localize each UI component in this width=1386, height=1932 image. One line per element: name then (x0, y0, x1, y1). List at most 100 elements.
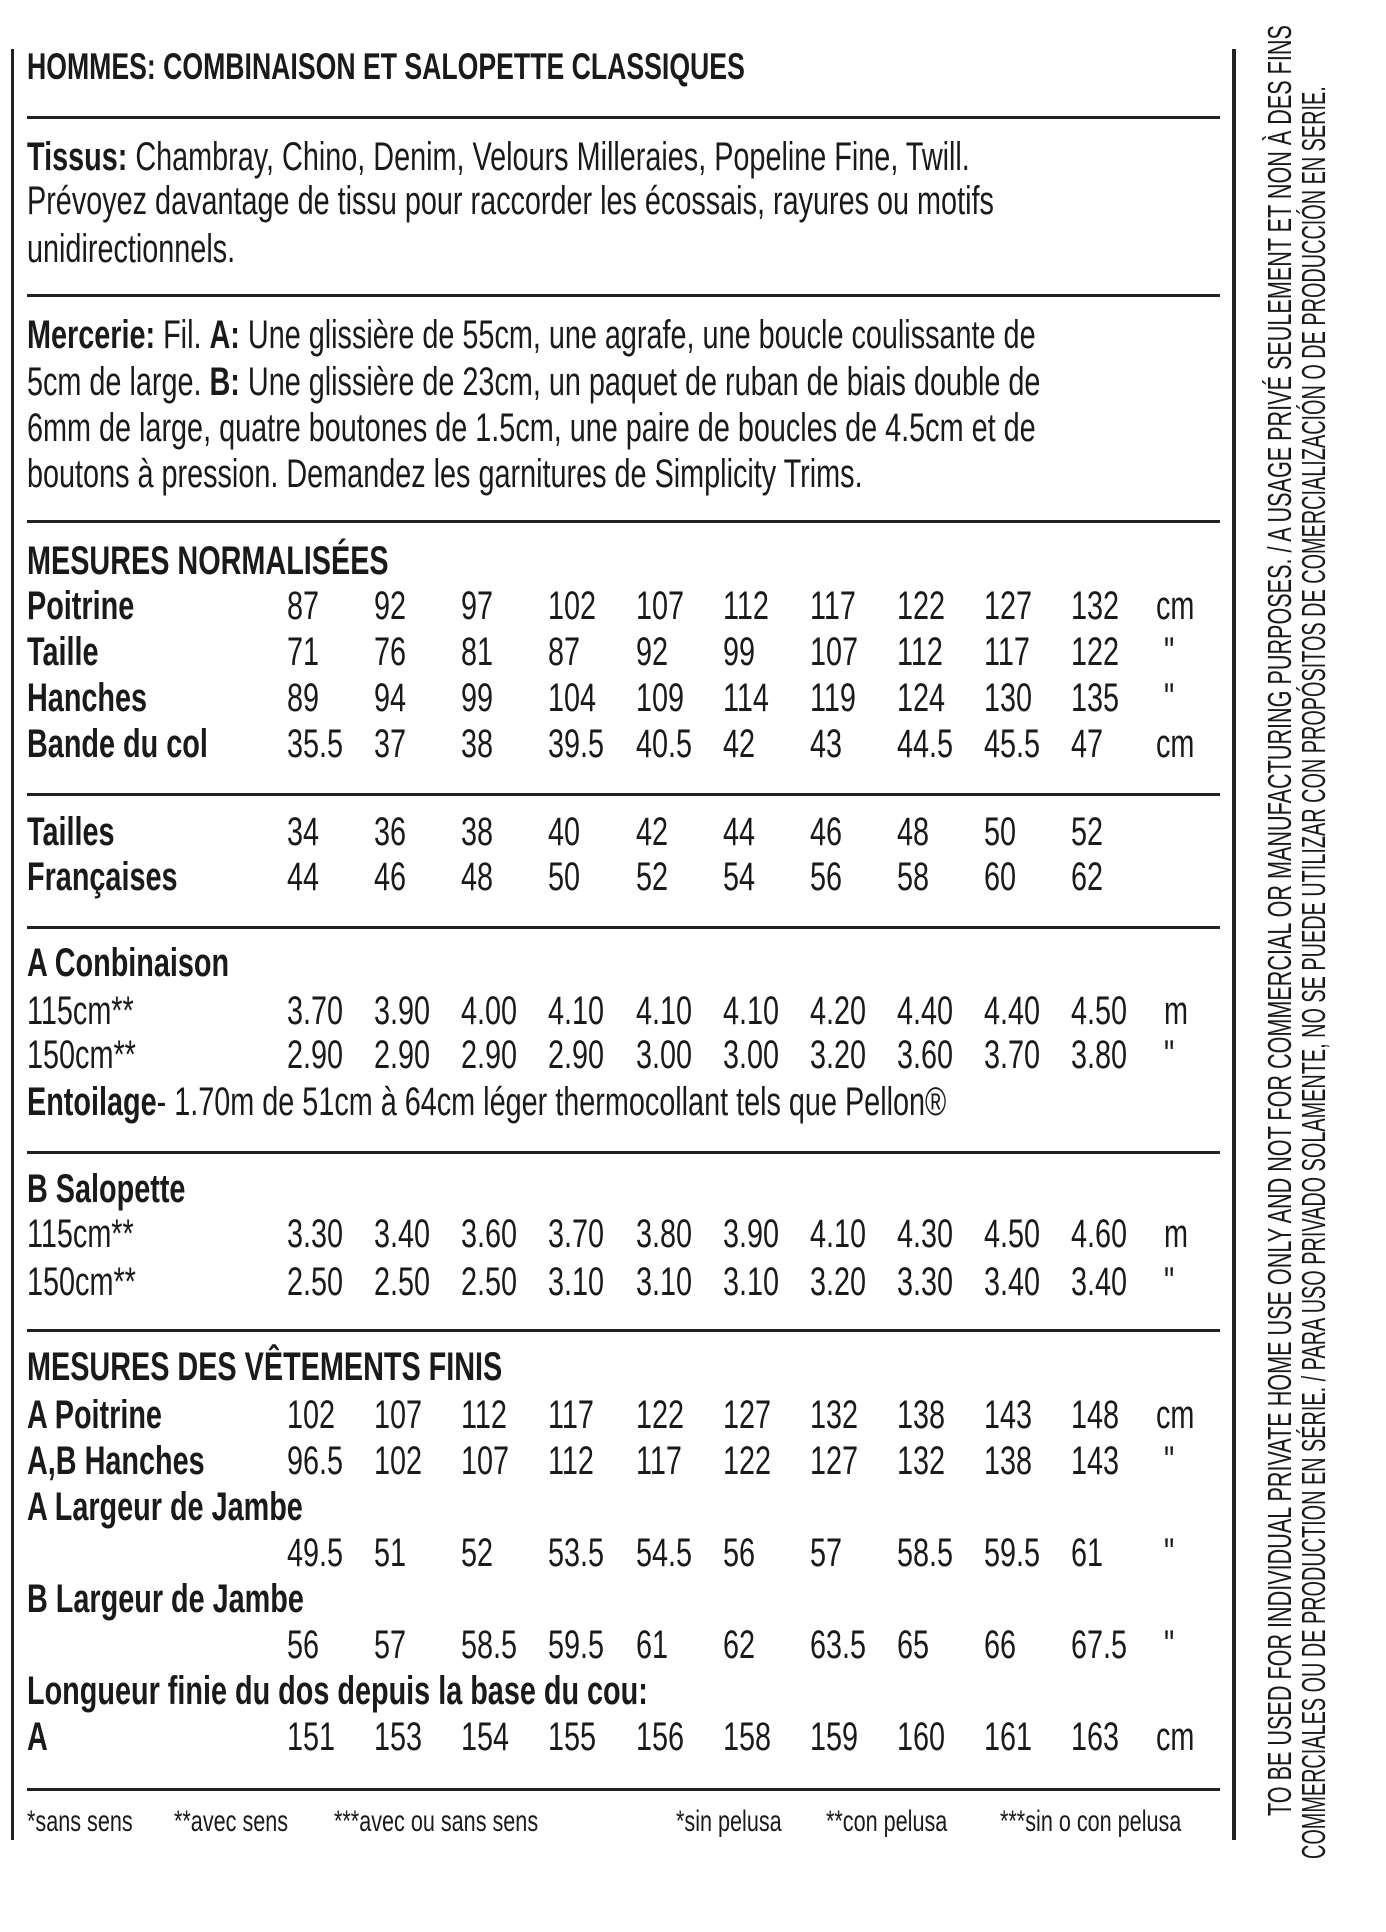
cell-value: 159 (810, 1715, 859, 1759)
cell-value: 67.5 (1071, 1623, 1128, 1667)
cell-value: 132 (897, 1439, 946, 1483)
cell-value: 160 (897, 1715, 946, 1759)
cell-value: 57 (810, 1531, 843, 1575)
cell-value: 107 (636, 584, 685, 628)
cell-value: 65 (897, 1623, 930, 1667)
row-label: A,B Hanches (27, 1439, 205, 1483)
tissus-line-3: unidirectionnels. (27, 227, 236, 271)
cell-value: 60 (984, 855, 1017, 899)
row-label: 115cm** (27, 1212, 134, 1256)
row-label: Tailles (27, 810, 115, 854)
section-heading: MESURES NORMALISÉES (27, 539, 389, 583)
cell-value: 119 (810, 676, 856, 720)
cell-value: 4.10 (636, 989, 693, 1033)
cell-value: 143 (1071, 1439, 1120, 1483)
cell-value: 107 (374, 1393, 423, 1437)
cell-value: 38 (461, 810, 494, 854)
cell-value: 87 (287, 584, 320, 628)
cell-value: 135 (1071, 676, 1120, 720)
mercerie-line-3: 6mm de large, quatre boutones de 1.5cm, … (27, 406, 1036, 450)
cell-value: 122 (897, 584, 946, 628)
unit-label: " (1164, 630, 1175, 674)
cell-value: 122 (636, 1393, 685, 1437)
row-label: 115cm** (27, 989, 134, 1033)
cell-value: 104 (548, 676, 597, 720)
cell-value: 4.50 (984, 1212, 1041, 1256)
unit-label: " (1164, 1260, 1175, 1304)
cell-value: 122 (1071, 630, 1120, 674)
row-label: Hanches (27, 676, 148, 720)
tissus-line-2: Prévoyez davantage de tissu pour raccord… (27, 179, 994, 223)
cell-value: 158 (723, 1715, 772, 1759)
cell-value: 2.90 (548, 1033, 605, 1077)
cell-value: 56 (287, 1623, 320, 1667)
cell-value: 96.5 (287, 1439, 344, 1483)
cell-value: 2.90 (374, 1033, 431, 1077)
unit-label: m (1164, 989, 1188, 1033)
tissus-label: Tissus: (27, 135, 128, 179)
mercerie-line-4: boutons à pression. Demandez les garnitu… (27, 452, 863, 496)
unit-label: cm (1156, 584, 1195, 628)
cell-value: 138 (984, 1439, 1033, 1483)
cell-value: 3.40 (984, 1260, 1041, 1304)
divider (27, 793, 1220, 796)
note-text: - 1.70m de 51cm à 64cm léger thermocolla… (156, 1080, 947, 1124)
right-border (1232, 49, 1236, 1840)
note-label: Entoilage (27, 1080, 157, 1124)
cell-value: 4.00 (461, 989, 518, 1033)
cell-value: 53.5 (548, 1531, 605, 1575)
cell-value: 52 (1071, 810, 1104, 854)
cell-value: 3.40 (1071, 1260, 1128, 1304)
divider (27, 1329, 1220, 1332)
cell-value: 3.60 (897, 1033, 954, 1077)
cell-value: 2.90 (287, 1033, 344, 1077)
cell-value: 3.10 (723, 1260, 780, 1304)
cell-value: 4.10 (548, 989, 605, 1033)
unit-label: cm (1156, 1715, 1195, 1759)
cell-value: 2.50 (287, 1260, 344, 1304)
footnote: ***sin o con pelusa (1000, 1805, 1182, 1838)
cell-value: 107 (810, 630, 859, 674)
row-label: A Poitrine (27, 1393, 162, 1437)
cell-value: 4.10 (810, 1212, 867, 1256)
row-label: Longueur finie du dos depuis la base du … (27, 1669, 648, 1713)
unit-label: " (1164, 1033, 1175, 1077)
cell-value: 3.80 (636, 1212, 693, 1256)
cell-value: 109 (636, 676, 685, 720)
cell-value: 4.60 (1071, 1212, 1128, 1256)
cell-value: 97 (461, 584, 494, 628)
row-label: Bande du col (27, 722, 208, 766)
cell-value: 163 (1071, 1715, 1120, 1759)
cell-value: 59.5 (984, 1531, 1041, 1575)
cell-value: 102 (548, 584, 597, 628)
cell-value: 127 (984, 584, 1033, 628)
cell-value: 62 (1071, 855, 1104, 899)
cell-value: 87 (548, 630, 581, 674)
cell-value: 117 (636, 1439, 682, 1483)
cell-value: 48 (461, 855, 494, 899)
cell-value: 42 (723, 722, 756, 766)
cell-value: 51 (374, 1531, 407, 1575)
cell-value: 3.40 (374, 1212, 431, 1256)
cell-value: 48 (897, 810, 930, 854)
cell-value: 94 (374, 676, 407, 720)
cell-value: 66 (984, 1623, 1017, 1667)
cell-value: 92 (374, 584, 407, 628)
cell-value: 92 (636, 630, 669, 674)
cell-value: 37 (374, 722, 407, 766)
cell-value: 4.20 (810, 989, 867, 1033)
cell-value: 161 (984, 1715, 1033, 1759)
cell-value: 2.50 (374, 1260, 431, 1304)
cell-value: 99 (461, 676, 494, 720)
row-label: A (27, 1715, 48, 1759)
cell-value: 148 (1071, 1393, 1120, 1437)
cell-value: 3.70 (984, 1033, 1041, 1077)
divider (27, 1151, 1220, 1154)
unit-label: " (1164, 1623, 1175, 1667)
cell-value: 153 (374, 1715, 423, 1759)
cell-value: 35.5 (287, 722, 344, 766)
cell-value: 156 (636, 1715, 685, 1759)
footnote: **avec sens (174, 1805, 289, 1838)
cell-value: 58 (897, 855, 930, 899)
cell-value: 81 (461, 630, 494, 674)
